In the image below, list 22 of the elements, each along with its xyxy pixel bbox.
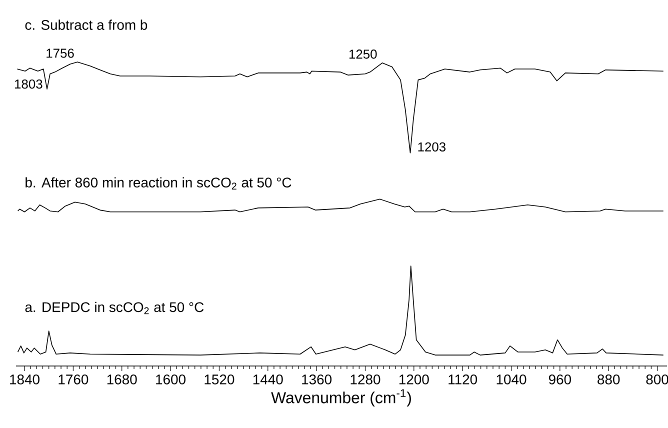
x-tick-label: 1440: [253, 374, 283, 384]
x-tick-label: 960: [548, 374, 572, 384]
x-tick-label: 1760: [58, 374, 88, 384]
x-tick-label: 1360: [302, 374, 332, 384]
x-tick-label: 1680: [107, 374, 137, 384]
x-tick-label: 1840: [10, 374, 40, 384]
text: a. DEPDC in scCO$_{2}$ at 50 °C: [25, 302, 204, 314]
annotation: 1756: [46, 48, 74, 58]
x-tick-label: 1040: [496, 374, 526, 384]
x-tick-label: 1120: [448, 374, 478, 384]
series-label: b. After 860 min reaction in scCO$_{2}$ at 50 °C: [26, 177, 292, 190]
x-tick-label: 1600: [156, 374, 186, 384]
text: c. Subtract a from b: [25, 20, 148, 30]
x-tick-label: 1280: [350, 374, 380, 384]
x-tick-label: 1200: [399, 374, 429, 384]
x-axis-title: Wavenumber (cm$^{-1}$): [271, 389, 411, 406]
x-tick-label: 880: [598, 374, 620, 384]
annotation: 1250: [349, 50, 377, 59]
x-tick-label: 1520: [204, 374, 234, 384]
annotation: 1203: [418, 142, 446, 152]
annotation: 1803: [15, 79, 42, 89]
x-tick-label: 800: [646, 374, 668, 384]
